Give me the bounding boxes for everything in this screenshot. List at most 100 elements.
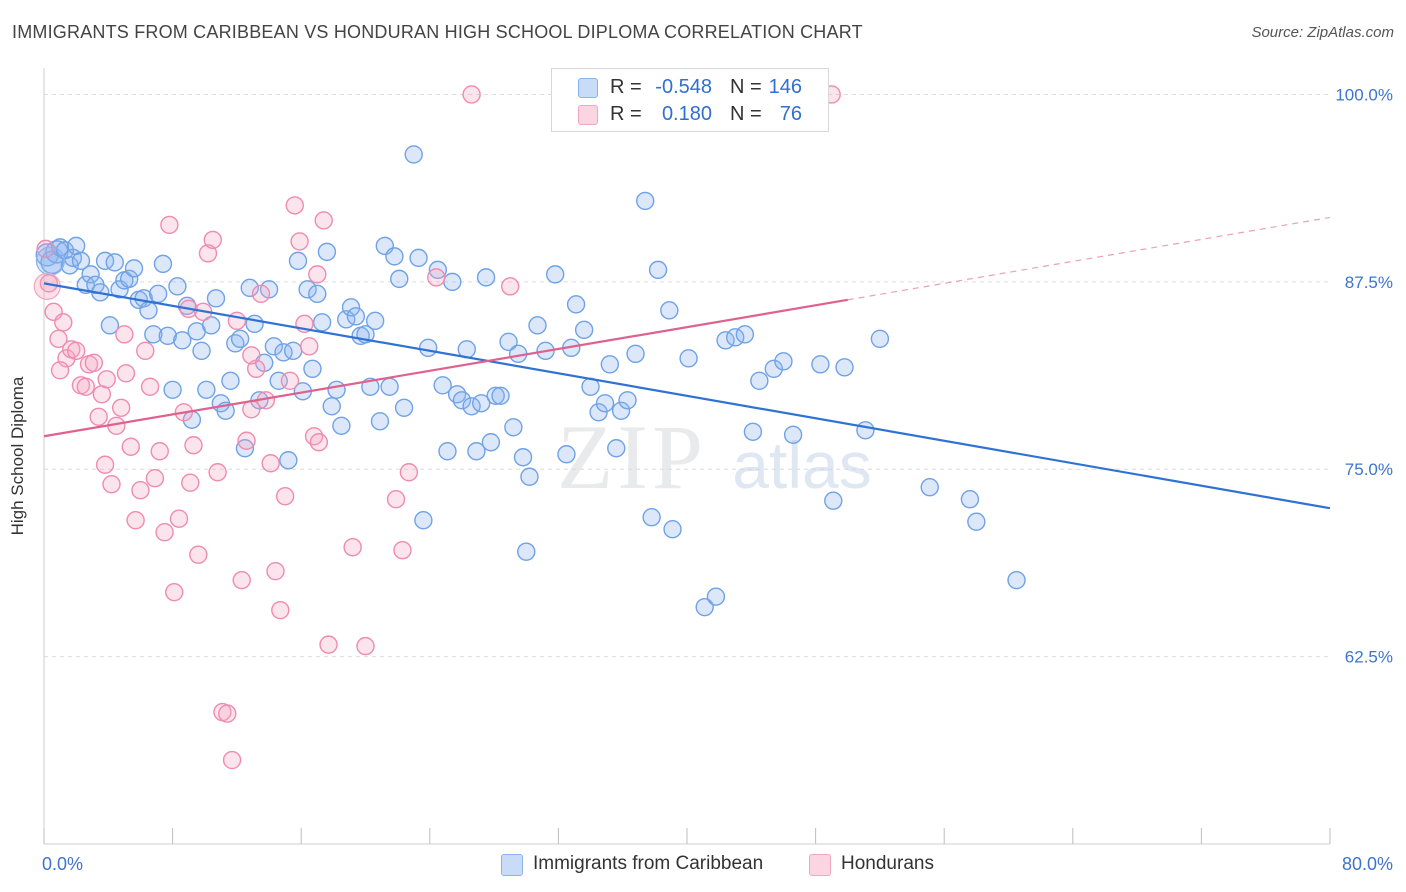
- caribbean-point: [192, 341, 211, 361]
- caribbean-point: [447, 385, 467, 404]
- honduran-point: [227, 311, 247, 331]
- honduran-point: [309, 433, 329, 452]
- n-value: 146: [768, 76, 802, 98]
- caribbean-point: [433, 376, 452, 395]
- honduran-point: [271, 600, 290, 620]
- caribbean-point: [197, 380, 216, 399]
- caribbean-point: [153, 254, 173, 274]
- honduran-point: [218, 704, 237, 723]
- axes: [43, 68, 1331, 845]
- caribbean-point: [240, 278, 259, 298]
- honduran-point: [169, 509, 189, 528]
- honduran-point: [165, 582, 184, 602]
- honduran-point: [399, 463, 419, 482]
- series-legend: Immigrants from Caribbean Hondurans: [0, 852, 1406, 878]
- caribbean-point: [438, 442, 457, 461]
- honduran-point: [189, 545, 208, 564]
- y-tick-label: 100.0%: [1335, 85, 1393, 104]
- honduran-point: [246, 359, 266, 379]
- caribbean-point: [144, 325, 163, 344]
- y-tick-label: 75.0%: [1345, 460, 1393, 479]
- legend-label: Immigrants from Caribbean: [533, 853, 764, 874]
- honduran-point: [198, 244, 218, 263]
- trend-lines: [43, 216, 1331, 510]
- honduran-point: [300, 337, 319, 356]
- n-label: N =: [730, 103, 762, 125]
- honduran-point: [232, 570, 251, 590]
- caribbean-point: [404, 145, 423, 164]
- caribbean-point: [472, 394, 491, 413]
- caribbean-point: [418, 338, 438, 358]
- honduran-point: [97, 370, 116, 389]
- caribbean-point: [380, 377, 399, 396]
- honduran-point: [49, 329, 68, 349]
- caribbean-point: [81, 265, 100, 284]
- watermark-zip: ZIP: [557, 406, 707, 508]
- y-tick-label: 87.5%: [1345, 273, 1393, 292]
- caribbean-point: [870, 329, 890, 349]
- honduran-point: [150, 442, 169, 461]
- caribbean-point: [303, 359, 322, 379]
- caribbean-point: [298, 280, 317, 299]
- caribbean-point: [124, 259, 144, 278]
- caribbean-point: [201, 316, 221, 335]
- caribbean-point: [648, 260, 668, 280]
- caribbean-point: [618, 391, 637, 410]
- caribbean-point: [574, 320, 594, 340]
- tick-labels: 100.0% 87.5% 75.0% 62.5% 0.0% 80.0%: [42, 85, 1393, 874]
- honduran-point: [280, 371, 300, 390]
- caribbean-point: [370, 412, 390, 431]
- honduran-trend-extension: [847, 216, 1331, 301]
- caribbean-point: [168, 277, 187, 296]
- honduran-point: [145, 469, 165, 488]
- caribbean-point: [545, 265, 565, 284]
- honduran-point: [54, 313, 73, 332]
- source-label: Source: ZipAtlas.com: [1251, 24, 1394, 41]
- caribbean-point: [595, 394, 615, 413]
- caribbean-point: [824, 491, 843, 510]
- caribbean-point: [390, 269, 409, 289]
- honduran-point: [261, 454, 280, 473]
- caribbean-point: [245, 314, 264, 334]
- caribbean-point: [960, 490, 980, 509]
- caribbean-point: [557, 445, 576, 464]
- caribbean-point: [173, 331, 192, 350]
- caribbean-point: [163, 380, 182, 399]
- caribbean-point: [735, 325, 755, 344]
- caribbean-point: [221, 371, 240, 390]
- caribbean-point: [611, 401, 631, 420]
- caribbean-point: [764, 359, 784, 379]
- caribbean-point: [835, 358, 854, 377]
- caribbean-point: [706, 587, 726, 606]
- caribbean-point: [642, 508, 661, 527]
- caribbean-point: [385, 247, 404, 266]
- r-value: -0.548: [655, 76, 712, 98]
- caribbean-point: [920, 478, 939, 497]
- caribbean-point: [443, 272, 462, 292]
- caribbean-point: [365, 311, 385, 331]
- caribbean-legend-swatch: [501, 854, 523, 876]
- caribbean-point: [695, 597, 714, 617]
- honduran-point: [275, 487, 295, 506]
- caribbean-point: [636, 191, 655, 211]
- honduran-point: [50, 361, 70, 380]
- honduran-point: [116, 364, 136, 383]
- caribbean-point: [663, 520, 682, 539]
- caribbean-point: [679, 349, 698, 368]
- caribbean-point: [589, 403, 608, 422]
- caribbean-point: [504, 418, 523, 437]
- honduran-point: [102, 475, 121, 494]
- caribbean-point: [517, 542, 536, 561]
- caribbean-swatch: [578, 78, 598, 98]
- caribbean-point: [486, 386, 505, 405]
- caribbean-point: [264, 337, 284, 356]
- hondurans-swatch: [578, 105, 598, 125]
- caribbean-point: [774, 352, 793, 371]
- caribbean-point: [491, 386, 510, 405]
- caribbean-point: [499, 332, 518, 352]
- honduran-point: [237, 431, 256, 450]
- honduran-point: [160, 215, 179, 235]
- honduran-point: [76, 377, 95, 396]
- honduran-point: [140, 377, 160, 396]
- caribbean-point: [100, 316, 120, 335]
